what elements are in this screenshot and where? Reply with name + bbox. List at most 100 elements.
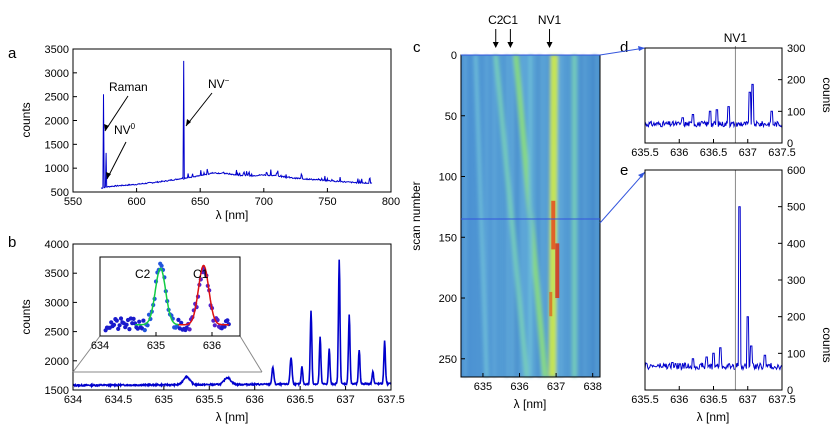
y-tick-label: 0 bbox=[787, 138, 793, 150]
heatmap-hotspots bbox=[549, 200, 560, 317]
arrow-raman bbox=[104, 95, 129, 132]
plot-frame bbox=[72, 243, 392, 391]
x-tick-label: 636 bbox=[670, 394, 688, 406]
y-axis-label: counts bbox=[19, 299, 33, 334]
inset-data-point bbox=[127, 327, 132, 332]
inset-data-point bbox=[159, 263, 164, 268]
panel-label-c: c bbox=[413, 39, 421, 56]
x-tick-label: 635 bbox=[147, 340, 165, 352]
y-tick-label: 100 bbox=[439, 172, 457, 184]
x-tick-label: 636 bbox=[203, 340, 221, 352]
nv1-marker-label: NV1 bbox=[724, 31, 748, 45]
inset-data-point bbox=[145, 323, 150, 328]
heatmap-line bbox=[473, 55, 489, 377]
x-tick-label: 636.5 bbox=[700, 394, 728, 406]
heatmap-stripe bbox=[558, 55, 563, 377]
connector-c-to-d bbox=[599, 47, 646, 56]
connector-c-to-d-head bbox=[638, 46, 645, 51]
top-label: C2 bbox=[488, 13, 504, 27]
y-tick-label: 1500 bbox=[45, 139, 69, 151]
x-tick-label: 637.5 bbox=[377, 394, 405, 406]
y-tick-label: 3000 bbox=[45, 297, 69, 309]
y-axis-label: counts bbox=[19, 102, 33, 137]
arrow-nvminus-head bbox=[186, 119, 191, 126]
plot-frame bbox=[644, 169, 783, 391]
y-tick-label: 150 bbox=[439, 232, 457, 244]
connector-c-to-e bbox=[599, 171, 646, 224]
y-tick-label: 3500 bbox=[45, 44, 69, 56]
inset-data-point bbox=[142, 328, 147, 333]
y-tick-label: 50 bbox=[445, 111, 457, 123]
heatmap-stripe bbox=[521, 55, 525, 377]
heatmap-stripe bbox=[484, 55, 489, 377]
arrow-nv0-head bbox=[106, 172, 111, 179]
heatmap-hotspot bbox=[555, 243, 560, 299]
heatmap-stripe bbox=[539, 55, 542, 377]
heatmap-stripe bbox=[464, 55, 467, 377]
heatmap-stripe bbox=[581, 55, 583, 377]
x-tick-label: 634 bbox=[64, 394, 82, 406]
inset-data-point bbox=[124, 322, 129, 327]
inset-data-point bbox=[137, 319, 142, 324]
y-tick-label: 4000 bbox=[45, 239, 69, 251]
y-axis-label: counts bbox=[820, 327, 830, 362]
chart-panel-a: 550 600 650 700 750 800 500 1000 1500 2000 2500 30… bbox=[19, 44, 400, 222]
y-tick-label: 400 bbox=[787, 238, 805, 250]
annotation-raman: Raman bbox=[109, 80, 148, 94]
top-label-arrowhead bbox=[492, 42, 499, 48]
inset-data-point bbox=[116, 326, 121, 331]
inset-x-ticks: 634 635 636 bbox=[91, 332, 221, 352]
zoom-connector-right bbox=[239, 335, 263, 373]
y-tick-label: 2000 bbox=[45, 116, 69, 128]
heatmap-stripe bbox=[594, 55, 598, 377]
x-tick-label: 638 bbox=[584, 381, 602, 393]
chart-panel-b: 634 634.5 635 635.5 636 636.5 637 637.5 1500 200… bbox=[19, 239, 405, 424]
heatmap-stripe bbox=[583, 55, 586, 377]
x-tick-label: 634 bbox=[91, 340, 109, 352]
panel-label-a: a bbox=[8, 45, 17, 62]
y-tick-label: 300 bbox=[787, 275, 805, 287]
plot-frame bbox=[644, 47, 783, 144]
x-ticks: 635.5 636 636.5 637 637.5 bbox=[631, 386, 796, 406]
x-tick-label: 636.5 bbox=[286, 394, 314, 406]
x-tick-label: 636 bbox=[670, 147, 688, 159]
y-ticks: 0 50 100 150 200 250 bbox=[439, 50, 465, 366]
y-axis-label: counts bbox=[820, 77, 830, 112]
y-tick-label: 200 bbox=[787, 75, 805, 87]
x-tick-label: 634.5 bbox=[105, 394, 133, 406]
x-ticks: 635 636 637 638 bbox=[474, 373, 602, 393]
top-label: C1 bbox=[503, 13, 519, 27]
series-line bbox=[100, 60, 373, 189]
inset-data-point bbox=[176, 317, 181, 322]
chart-panel-e: 635.5 636 636.5 637 637.5 0 100 200 300 400 500 60… bbox=[631, 165, 830, 424]
y-tick-label: 300 bbox=[787, 43, 805, 55]
inset-data-point bbox=[222, 324, 227, 329]
top-label: NV1 bbox=[538, 13, 562, 27]
series-line bbox=[644, 83, 783, 129]
inset-fit-green bbox=[135, 267, 186, 326]
y-tick-label: 0 bbox=[787, 385, 793, 397]
inset-data-point bbox=[111, 322, 117, 327]
x-tick-label: 635.5 bbox=[631, 394, 659, 406]
heatmap-hotspot bbox=[551, 200, 556, 250]
x-tick-label: 637 bbox=[336, 394, 354, 406]
heatmap-stripe bbox=[504, 55, 507, 377]
x-tick-label: 637.5 bbox=[768, 394, 796, 406]
panel-label-e: e bbox=[620, 162, 628, 179]
inset-data-point bbox=[118, 316, 124, 321]
x-tick-label: 635.5 bbox=[196, 394, 224, 406]
x-tick-label: 550 bbox=[64, 196, 82, 208]
arrow-nvminus bbox=[185, 92, 213, 127]
zoom-connector-left bbox=[72, 335, 101, 373]
y-ticks: 0 100 200 300 400 500 600 bbox=[778, 165, 805, 397]
series-line bbox=[72, 259, 392, 389]
inset-data-point bbox=[225, 318, 230, 323]
annotation-nvminus: NV− bbox=[208, 76, 230, 91]
connector-c-to-e-head bbox=[638, 172, 645, 178]
heatmap-stripe bbox=[536, 55, 539, 377]
inset-data-point bbox=[212, 323, 217, 328]
top-label-arrowhead bbox=[546, 42, 553, 48]
series-line bbox=[644, 206, 783, 372]
inset-plot: 634 635 636 C2 C1 bbox=[91, 256, 241, 352]
